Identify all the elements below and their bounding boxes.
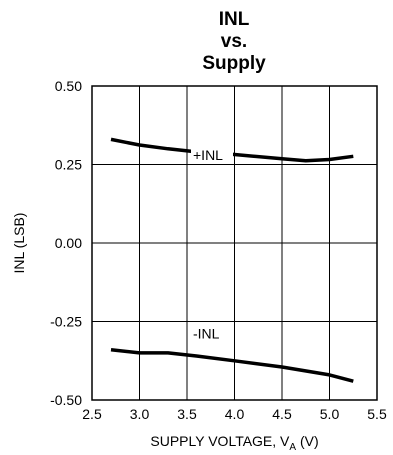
- series-line-plus-inl: [110, 137, 354, 163]
- series-line-minus-inl: [110, 348, 354, 383]
- y-tick-label: 0.25: [55, 157, 82, 173]
- x-tick-label: 2.5: [82, 406, 102, 422]
- x-tick-label: 3.0: [130, 406, 150, 422]
- plot-frame: [91, 85, 378, 401]
- series-label-bg: [191, 147, 233, 164]
- x-axis-label-unit: (V): [296, 433, 319, 449]
- chart-title-line: Supply: [202, 53, 266, 74]
- y-tick-label: 0.50: [55, 78, 82, 94]
- y-tick-labels: 0.50 0.25 0.00 -0.25 -0.50: [50, 78, 82, 408]
- x-axis-label-subscript: A: [289, 442, 296, 453]
- chart-title-line: vs.: [221, 31, 247, 52]
- x-tick-label: 5.5: [367, 406, 387, 422]
- x-tick-label: 4.5: [272, 406, 292, 422]
- series-lines: [110, 137, 354, 383]
- series-labels: +INL -INL: [191, 147, 233, 341]
- y-tick-label: 0.00: [55, 235, 82, 251]
- y-tick-label: -0.25: [50, 314, 82, 330]
- x-axis-label-main: SUPPLY VOLTAGE, V: [150, 433, 290, 449]
- x-tick-label: 4.0: [225, 406, 245, 422]
- x-tick-labels: 2.5 3.0 3.5 4.0 4.5 5.0 5.5: [82, 406, 387, 422]
- chart-title-line: INL: [219, 9, 250, 30]
- x-tick-label: 3.5: [177, 406, 197, 422]
- y-axis-label: INL (LSB): [11, 213, 27, 274]
- y-tick-label: -0.50: [50, 392, 82, 408]
- series-label: +INL: [193, 147, 223, 163]
- x-axis-label: SUPPLY VOLTAGE, VA (V): [150, 433, 318, 453]
- x-tick-label: 5.0: [320, 406, 340, 422]
- series-label: -INL: [193, 325, 220, 341]
